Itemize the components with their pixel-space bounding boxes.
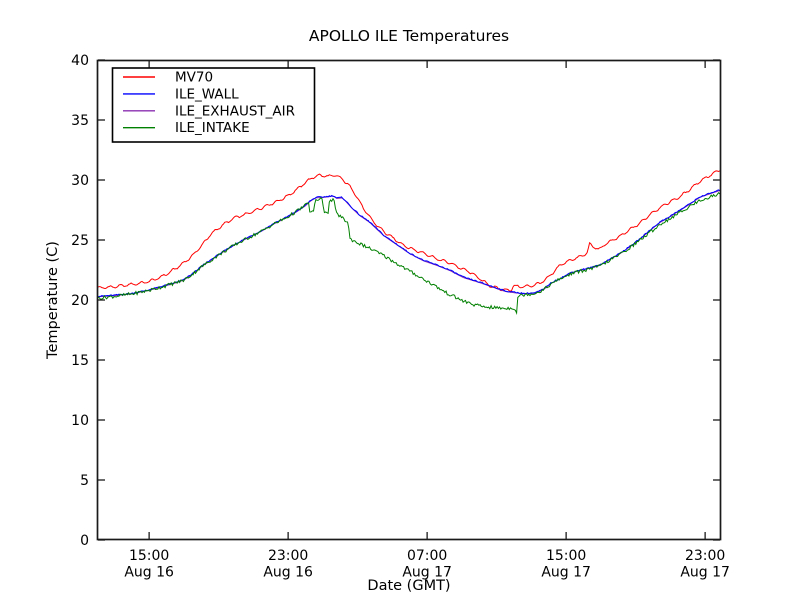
x-tick-label-date: Aug 16	[263, 565, 313, 581]
x-tick-label-time: 07:00	[407, 548, 447, 564]
series-line-ile-wall	[97, 189, 721, 298]
y-tick-label: 35	[71, 113, 89, 129]
chart-title: APOLLO ILE Temperatures	[309, 27, 509, 45]
series-line-ile-intake	[97, 192, 721, 315]
y-tick-label: 0	[80, 533, 89, 549]
legend-label: ILE_INTAKE	[175, 120, 250, 136]
x-tick-label-date: Aug 17	[680, 565, 730, 581]
y-tick-label: 20	[71, 293, 89, 309]
x-tick-label-time: 15:00	[129, 548, 169, 564]
legend-label: ILE_WALL	[175, 86, 239, 102]
y-tick-label: 15	[71, 353, 89, 369]
series-line-mv70	[97, 169, 721, 292]
x-tick-label-time: 23:00	[268, 548, 308, 564]
x-tick-label-date: Aug 17	[402, 565, 452, 581]
y-tick-label: 40	[71, 53, 89, 69]
legend-label: MV70	[175, 70, 213, 86]
x-axis-label: Date (GMT)	[367, 578, 450, 594]
y-tick-label: 30	[71, 173, 89, 189]
y-tick-label: 10	[71, 413, 89, 429]
x-tick-label-time: 23:00	[685, 548, 725, 564]
legend-label: ILE_EXHAUST_AIR	[175, 103, 295, 119]
series-line-ile-exhaust-air	[97, 189, 721, 298]
y-axis-label: Temperature (C)	[45, 241, 61, 360]
legend-box	[111, 67, 316, 143]
x-tick-label-time: 15:00	[546, 548, 586, 564]
x-tick-label-date: Aug 16	[124, 565, 174, 581]
axis-ticks-group	[98, 59, 720, 541]
y-tick-label: 5	[80, 473, 89, 489]
x-tick-label-date: Aug 17	[541, 565, 591, 581]
plot-series-group	[97, 169, 721, 315]
y-tick-label: 25	[71, 233, 89, 249]
plot-border	[96, 59, 722, 541]
